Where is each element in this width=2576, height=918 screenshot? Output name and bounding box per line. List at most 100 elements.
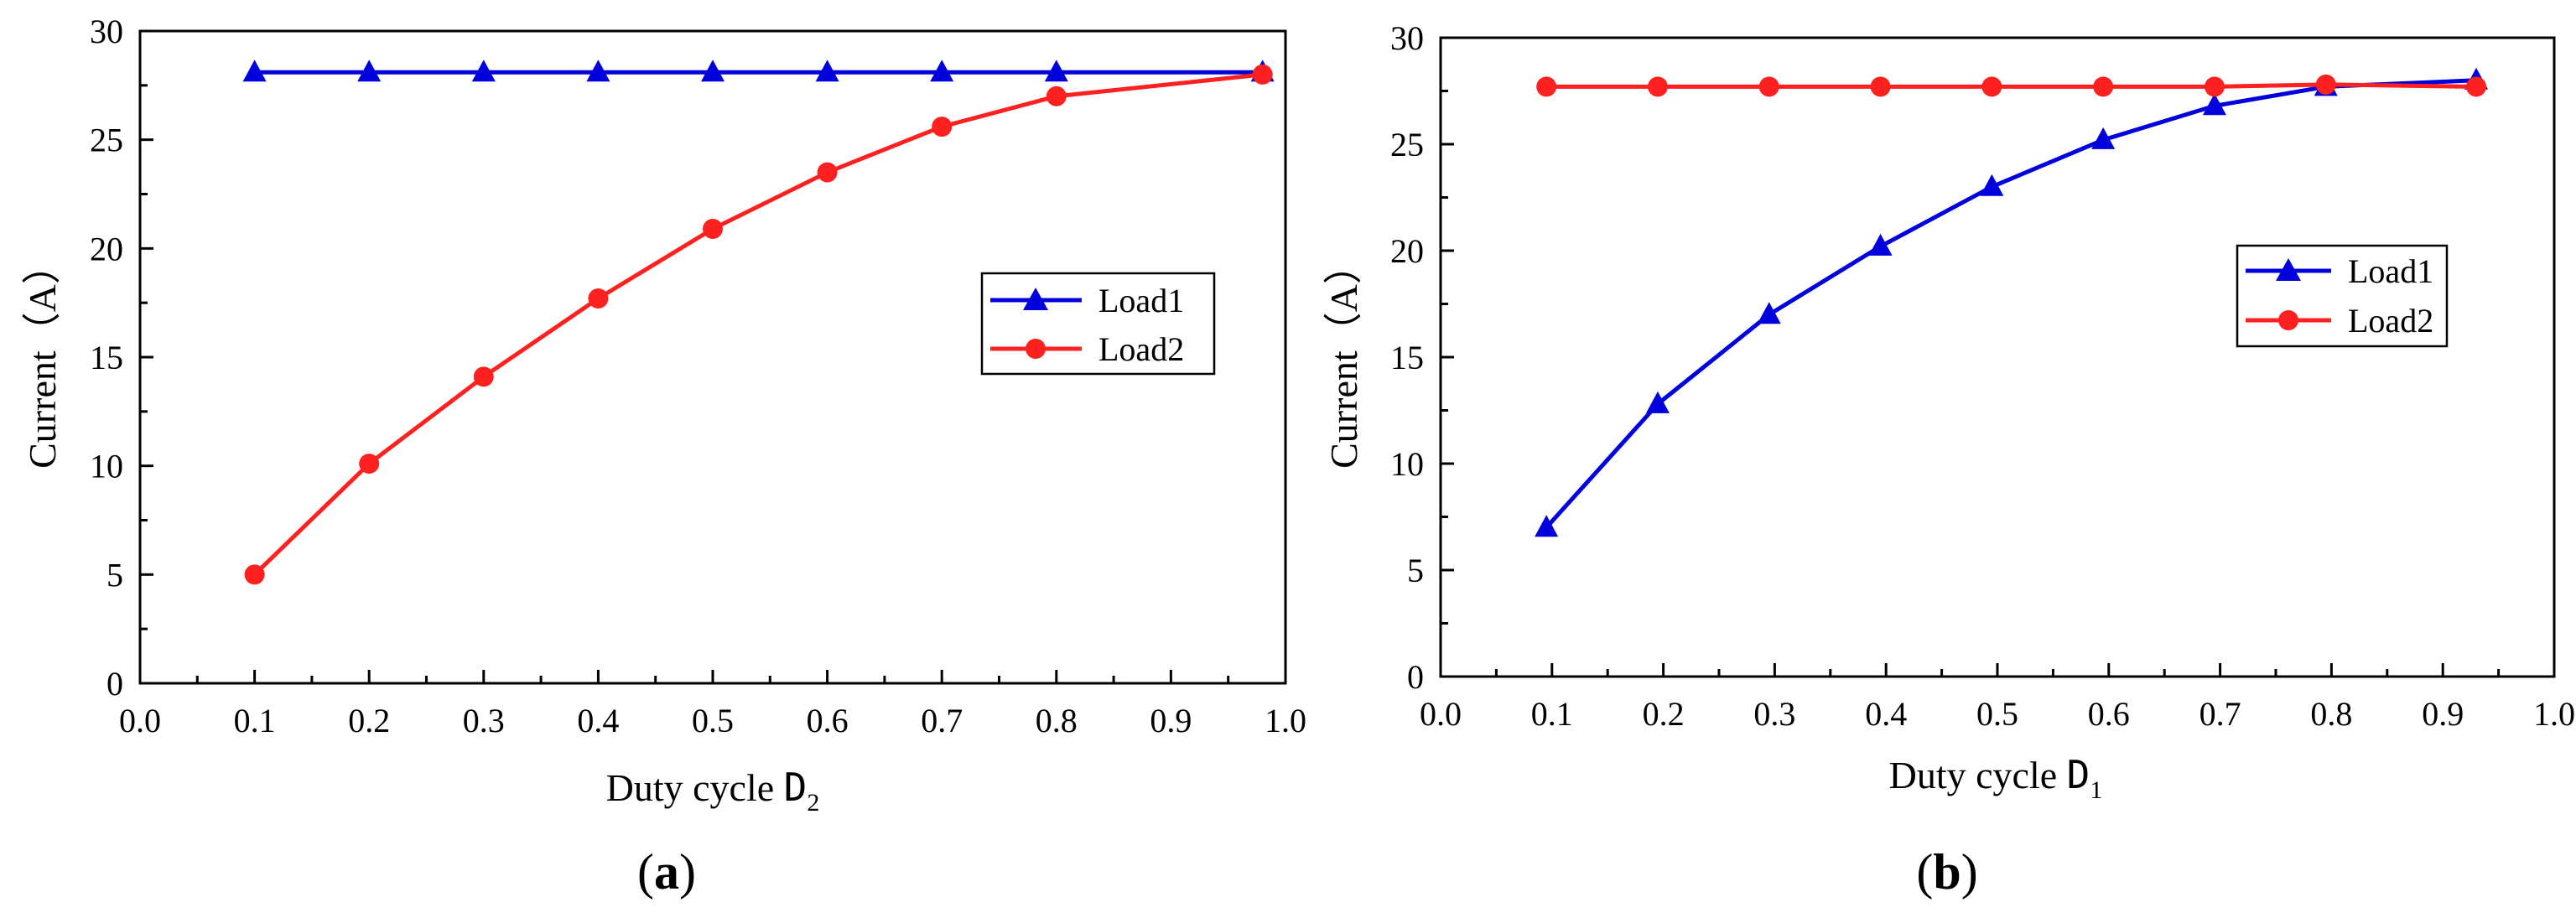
chart-panel-b: 0.0 0.1 0.2 0.3 0.4 0.5 0.6 0.7 0.8 0.9 1.0 0 5 10 15… xyxy=(1322,19,2575,900)
x-tick-label: 0.0 xyxy=(119,702,161,739)
data-point-load1 xyxy=(1645,391,1670,413)
data-point-load1 xyxy=(357,60,382,82)
y-tick-label: 10 xyxy=(90,448,123,485)
x-tick-label: 0.6 xyxy=(2088,695,2130,733)
data-point-load2 xyxy=(1981,76,2002,97)
y-tick-label: 5 xyxy=(106,556,123,594)
data-point-load2 xyxy=(703,218,723,239)
y-tick-label: 30 xyxy=(90,13,123,50)
x-tick-label: 0.5 xyxy=(692,702,734,739)
y-tick-label: 25 xyxy=(1390,126,1424,163)
y-axis-title-b: Current（A） xyxy=(1322,246,1365,469)
data-point-load1 xyxy=(2202,93,2226,116)
x-axis-title-text-a: Duty cycle xyxy=(606,766,784,809)
data-point-load2 xyxy=(1647,76,1668,97)
data-point-load2 xyxy=(359,454,380,475)
series-group-b xyxy=(1535,67,2489,537)
data-point-load1 xyxy=(1044,60,1068,82)
x-tick-labels-b: 0.0 0.1 0.2 0.3 0.4 0.5 0.6 0.7 0.8 0.9 1.0 xyxy=(1420,695,2575,733)
x-tick-label: 0.1 xyxy=(1531,695,1573,733)
plot-area-b xyxy=(1439,36,2556,678)
data-point-load1 xyxy=(471,60,496,82)
x-axis-title-a: Duty cycle D2 xyxy=(606,765,820,817)
data-point-load2 xyxy=(2466,76,2487,97)
y-tick-label: 0 xyxy=(1407,658,1424,696)
x-tick-label: 0.1 xyxy=(234,702,276,739)
legend-box-b xyxy=(2236,244,2449,348)
series-line-load2 xyxy=(1546,82,2477,89)
data-point-load2 xyxy=(1870,76,1891,97)
x-axis-var-a: D xyxy=(784,765,808,810)
y-tick-labels-a: 0 5 10 15 20 25 30 xyxy=(90,13,123,703)
legend-marker-load2-a xyxy=(1026,339,1046,359)
data-point-load1 xyxy=(930,60,954,82)
panel-label-a-letter: a xyxy=(654,844,679,900)
y-tick-label: 15 xyxy=(1390,339,1424,376)
legend-a: Load1 Load2 xyxy=(980,272,1216,376)
data-point-load2 xyxy=(932,117,953,137)
data-point-load1 xyxy=(1980,174,2004,196)
data-point-load2 xyxy=(244,564,265,585)
y-tick-label: 0 xyxy=(106,665,123,703)
x-tick-label: 0.5 xyxy=(1976,695,2018,733)
legend-b: Load1 Load2 xyxy=(2236,244,2449,348)
data-point-load2 xyxy=(1758,76,1779,97)
x-axis-subscript-a: 2 xyxy=(807,789,819,817)
x-tick-label: 0.7 xyxy=(921,702,963,739)
x-tick-label: 0.6 xyxy=(807,702,849,739)
x-tick-label: 0.3 xyxy=(1753,695,1795,733)
x-axis-title-b: Duty cycle D1 xyxy=(1889,752,2103,804)
y-tick-label: 15 xyxy=(90,339,123,376)
series-group-a xyxy=(242,60,1275,585)
y-tick-label: 5 xyxy=(1407,552,1424,589)
data-point-load1 xyxy=(242,60,267,82)
x-axis-var-b: D xyxy=(2067,752,2090,797)
data-point-load2 xyxy=(2315,74,2336,95)
chart-panel-a: 0.0 0.1 0.2 0.3 0.4 0.5 0.6 0.7 0.8 0.9 1.0 0 5 10 15… xyxy=(21,13,1306,900)
data-point-load2 xyxy=(2204,76,2225,97)
data-point-load1 xyxy=(1757,302,1781,324)
data-point-load2 xyxy=(1536,76,1557,97)
legend-box-a xyxy=(980,272,1216,376)
y-tick-label: 20 xyxy=(90,230,123,267)
y-tick-label: 25 xyxy=(90,122,123,159)
x-axis-subscript-b: 1 xyxy=(2090,776,2102,804)
x-tick-label: 1.0 xyxy=(2533,695,2575,733)
x-tick-label: 0.4 xyxy=(577,702,619,739)
panel-label-a: (a) xyxy=(637,844,696,900)
data-point-load2 xyxy=(1046,86,1067,106)
x-tick-label: 1.0 xyxy=(1265,702,1306,739)
x-tick-label: 0.2 xyxy=(1643,695,1685,733)
x-axis-title-text-b: Duty cycle xyxy=(1889,754,2067,796)
legend-label-load2-a: Load2 xyxy=(1098,330,1184,368)
x-tick-label: 0.9 xyxy=(2422,695,2464,733)
y-tick-label: 10 xyxy=(1390,445,1424,483)
legend-marker-load1-a xyxy=(1023,288,1048,310)
x-tick-label: 0.3 xyxy=(463,702,505,739)
data-point-load1 xyxy=(815,60,839,82)
x-tick-label: 0.7 xyxy=(2199,695,2241,733)
x-tick-label: 0.0 xyxy=(1420,695,1462,733)
data-point-load1 xyxy=(1535,515,1559,537)
y-axis-title-a: Current（A） xyxy=(21,246,64,469)
x-tick-labels-a: 0.0 0.1 0.2 0.3 0.4 0.5 0.6 0.7 0.8 0.9 1.0 xyxy=(119,702,1306,739)
data-point-load2 xyxy=(1252,64,1273,85)
legend-label-load1-a: Load1 xyxy=(1098,282,1184,319)
x-tick-label: 0.2 xyxy=(348,702,390,739)
legend-marker-load2-b xyxy=(2278,310,2298,330)
legend-marker-load1-b xyxy=(2276,258,2301,281)
axis-ticks-a xyxy=(138,29,1287,685)
x-tick-label: 0.9 xyxy=(1150,702,1192,739)
data-point-load1 xyxy=(2091,127,2116,149)
x-tick-label: 0.8 xyxy=(1036,702,1078,739)
data-point-load1 xyxy=(1868,233,1893,256)
data-point-load2 xyxy=(2093,76,2114,97)
data-point-load2 xyxy=(588,288,609,309)
legend-label-load2-b: Load2 xyxy=(2348,302,2433,340)
panel-label-b-letter: b xyxy=(1933,844,1961,900)
x-tick-label: 0.4 xyxy=(1865,695,1907,733)
panel-label-b: (b) xyxy=(1916,844,1977,900)
data-point-load1 xyxy=(701,60,724,82)
data-point-load1 xyxy=(586,60,610,82)
